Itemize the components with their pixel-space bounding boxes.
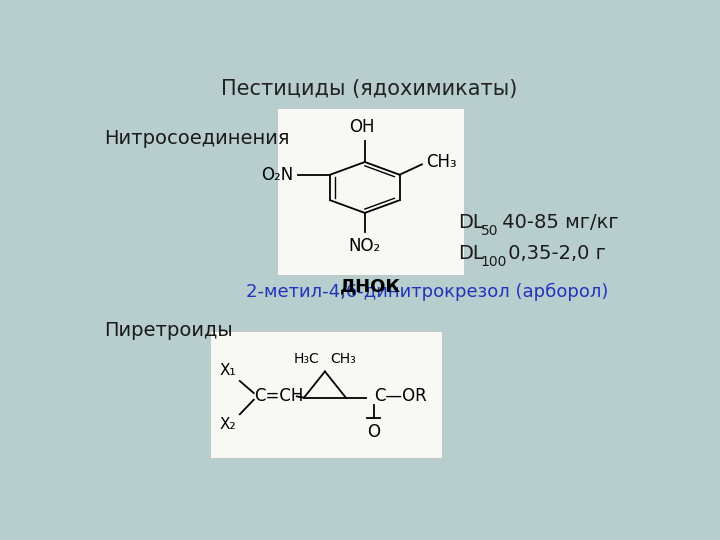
Text: CH₃: CH₃	[330, 353, 356, 367]
Text: X₂: X₂	[220, 417, 236, 432]
Text: 0,35-2,0 г: 0,35-2,0 г	[502, 245, 606, 264]
Text: ДНОК: ДНОК	[340, 277, 401, 295]
Text: 2-метил-4,6-динитрокрезол (арборол): 2-метил-4,6-динитрокрезол (арборол)	[246, 283, 608, 301]
Text: C=CH: C=CH	[253, 387, 303, 406]
Text: Нитросоединения: Нитросоединения	[104, 129, 289, 149]
Text: O₂N: O₂N	[261, 166, 294, 184]
Text: DL: DL	[459, 245, 484, 264]
FancyBboxPatch shape	[277, 109, 464, 275]
Text: Пиретроиды: Пиретроиды	[104, 321, 233, 340]
Text: 40-85 мг/кг: 40-85 мг/кг	[496, 213, 619, 232]
Text: DL: DL	[459, 213, 484, 232]
Text: X₁: X₁	[220, 363, 236, 378]
Text: O: O	[367, 423, 380, 441]
Text: OH: OH	[349, 118, 375, 136]
Text: CH₃: CH₃	[426, 153, 457, 171]
Text: Пестициды (ядохимикаты): Пестициды (ядохимикаты)	[221, 79, 517, 99]
FancyBboxPatch shape	[210, 331, 441, 458]
Text: 100: 100	[481, 255, 507, 269]
Text: NO₂: NO₂	[348, 237, 381, 255]
Text: C—OR: C—OR	[374, 387, 426, 406]
Text: 50: 50	[481, 224, 498, 238]
Text: H₃C: H₃C	[294, 353, 320, 367]
